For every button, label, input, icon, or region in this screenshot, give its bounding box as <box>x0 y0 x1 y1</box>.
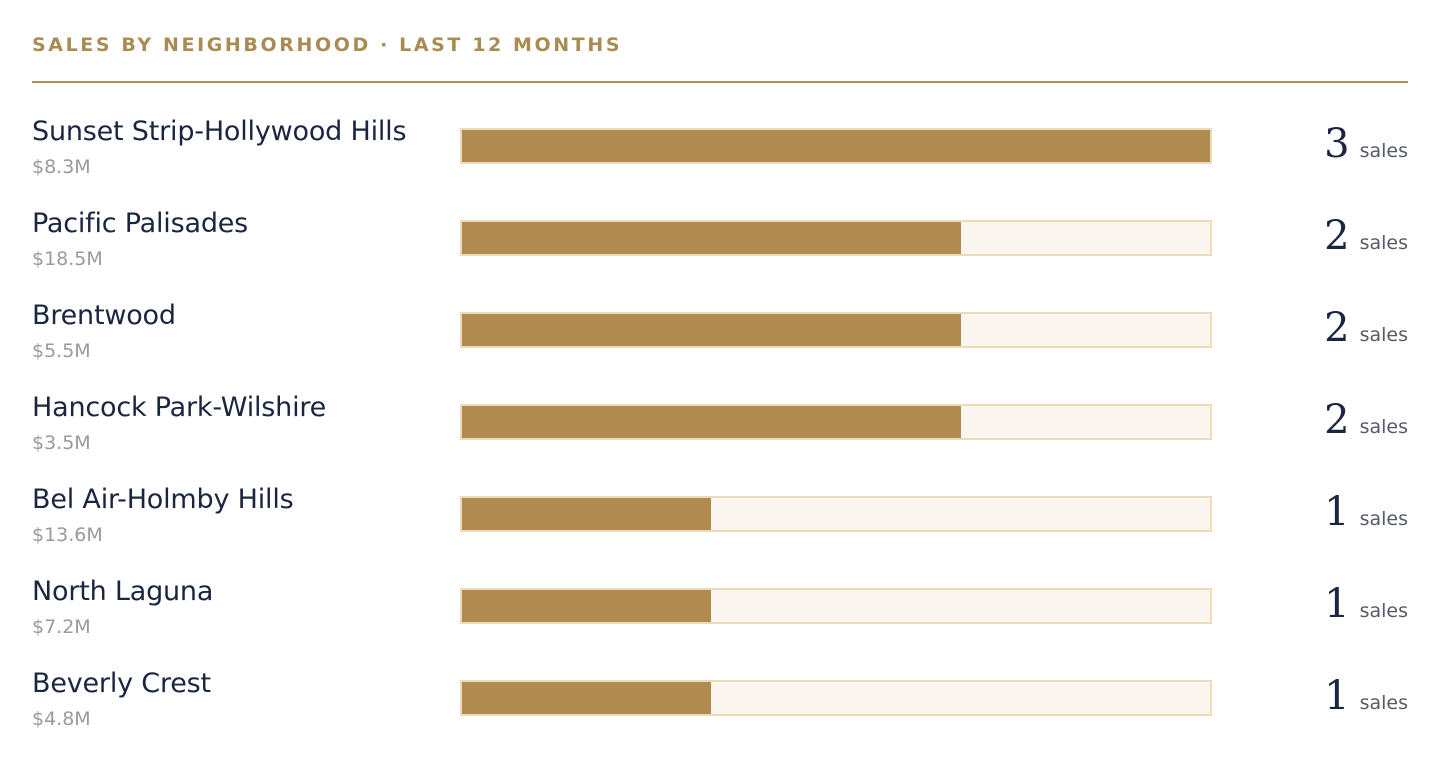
neighborhood-row: Beverly Crest $4.8M 1 sales <box>32 662 1408 754</box>
sales-count-number: 2 <box>1324 397 1350 443</box>
header-divider <box>32 81 1408 83</box>
sales-count-number: 1 <box>1324 673 1350 719</box>
bar-fill <box>462 498 712 530</box>
neighborhood-name: Brentwood <box>32 300 176 331</box>
sales-count: 1 sales <box>1324 492 1408 539</box>
sales-by-neighborhood-panel: SALES BY NEIGHBORHOOD · LAST 12 MONTHS S… <box>32 0 1408 776</box>
bar-fill <box>462 682 712 714</box>
sales-volume: $3.5M <box>32 432 91 454</box>
neighborhood-name: Pacific Palisades <box>32 208 249 239</box>
neighborhood-row: Bel Air-Holmby Hills $13.6M 1 sales <box>32 478 1408 570</box>
neighborhood-row: Hancock Park-Wilshire $3.5M 2 sales <box>32 386 1408 478</box>
sales-count-number: 2 <box>1324 305 1350 351</box>
sales-volume: $8.3M <box>32 156 91 178</box>
neighborhood-row: Brentwood $5.5M 2 sales <box>32 294 1408 386</box>
neighborhood-name: Beverly Crest <box>32 668 211 699</box>
bar-fill <box>462 130 1210 162</box>
bar-track <box>460 404 1212 440</box>
neighborhood-name: Hancock Park-Wilshire <box>32 392 327 423</box>
sales-count: 2 sales <box>1324 216 1408 263</box>
sales-count-number: 2 <box>1324 213 1350 259</box>
bar-fill <box>462 314 961 346</box>
bar-track <box>460 220 1212 256</box>
bar-fill <box>462 222 961 254</box>
neighborhood-row: Sunset Strip-Hollywood Hills $8.3M 3 sal… <box>32 110 1408 202</box>
neighborhood-row: Pacific Palisades $18.5M 2 sales <box>32 202 1408 294</box>
sales-count-unit: sales <box>1359 508 1408 530</box>
sales-count: 1 sales <box>1324 584 1408 631</box>
bar-track <box>460 128 1212 164</box>
sales-volume: $5.5M <box>32 340 91 362</box>
neighborhood-name: Bel Air-Holmby Hills <box>32 484 294 515</box>
sales-count-number: 3 <box>1324 121 1350 167</box>
sales-count-unit: sales <box>1359 324 1408 346</box>
sales-count-unit: sales <box>1359 692 1408 714</box>
sales-count-unit: sales <box>1359 232 1408 254</box>
sales-count: 1 sales <box>1324 676 1408 723</box>
neighborhood-name: Sunset Strip-Hollywood Hills <box>32 116 407 147</box>
neighborhood-name: North Laguna <box>32 576 214 607</box>
sales-count: 2 sales <box>1324 308 1408 355</box>
sales-count-unit: sales <box>1359 416 1408 438</box>
sales-count: 3 sales <box>1324 124 1408 171</box>
neighborhood-bar-list: Sunset Strip-Hollywood Hills $8.3M 3 sal… <box>32 110 1408 754</box>
bar-fill <box>462 406 961 438</box>
panel-title: SALES BY NEIGHBORHOOD · LAST 12 MONTHS <box>32 34 623 56</box>
sales-volume: $13.6M <box>32 524 103 546</box>
bar-fill <box>462 590 712 622</box>
sales-volume: $18.5M <box>32 248 103 270</box>
sales-count-number: 1 <box>1324 581 1350 627</box>
sales-count-unit: sales <box>1359 600 1408 622</box>
sales-count-number: 1 <box>1324 489 1350 535</box>
sales-volume: $4.8M <box>32 708 91 730</box>
neighborhood-row: North Laguna $7.2M 1 sales <box>32 570 1408 662</box>
bar-track <box>460 496 1212 532</box>
sales-count: 2 sales <box>1324 400 1408 447</box>
sales-volume: $7.2M <box>32 616 91 638</box>
bar-track <box>460 312 1212 348</box>
bar-track <box>460 680 1212 716</box>
bar-track <box>460 588 1212 624</box>
sales-count-unit: sales <box>1359 140 1408 162</box>
